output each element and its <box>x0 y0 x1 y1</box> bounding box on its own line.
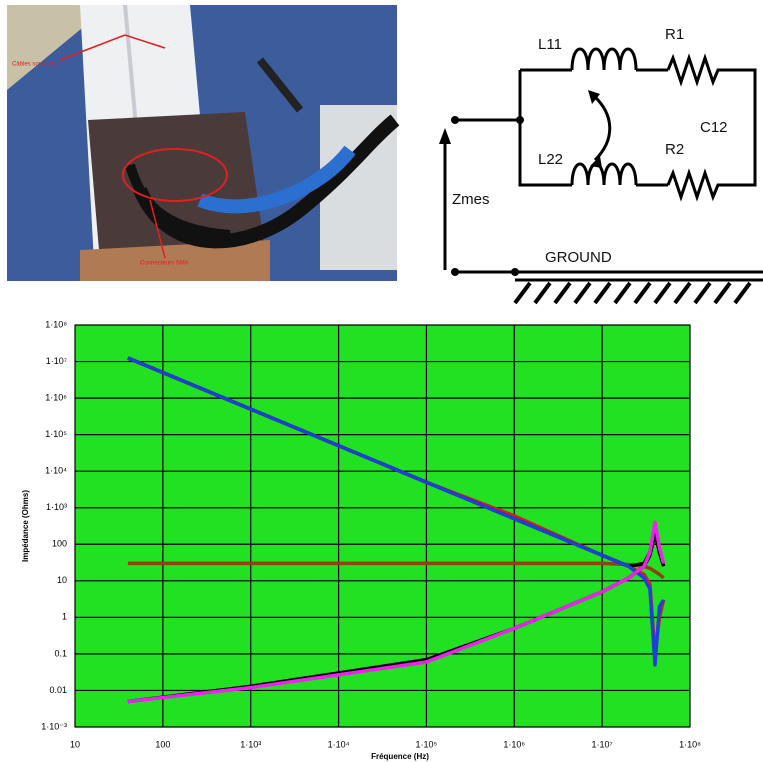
x-tick-label: 1·10⁸ <box>679 739 701 749</box>
diagram-label: C12 <box>700 119 728 136</box>
plot-frame <box>74 324 691 728</box>
series-line <box>127 356 666 667</box>
diagram-label: GROUND <box>545 249 612 266</box>
y-tick-label: 1·10⁴ <box>45 466 67 476</box>
plot-area <box>75 325 690 727</box>
photo-label: Câbles sous test <box>12 62 57 68</box>
x-tick-label: 1·10⁶ <box>503 739 525 749</box>
y-tick-label: 1·10⁷ <box>46 356 67 366</box>
x-tick-label: 10 <box>70 739 80 749</box>
y-tick-label: 1·10⁻³ <box>41 721 67 731</box>
y-tick-label: 1·10⁶ <box>45 392 67 402</box>
x-tick-label: 1·10³ <box>240 739 261 749</box>
x-tick-label: 1·10⁴ <box>328 739 350 749</box>
x-tick-label: 1·10⁵ <box>416 739 438 749</box>
y-tick-label: 1·10⁵ <box>45 429 67 439</box>
x-tick-label: 100 <box>155 739 170 749</box>
y-tick-label: 0.01 <box>49 685 67 695</box>
y-axis-title: Impédance (Ohms) <box>21 490 30 562</box>
photo-label: Connecteurs SMA <box>140 261 189 267</box>
y-tick-label: 1·10⁸ <box>45 319 67 329</box>
y-tick-label: 10 <box>57 575 67 585</box>
diagram-label: Zmes <box>452 191 490 208</box>
diagram-label: L11 <box>538 36 562 53</box>
chart: Fréquence (Hz) Impédance (Ohms) 1·10⁻³ 0.… <box>21 319 701 761</box>
diagram-label: L22 <box>538 151 563 168</box>
y-tick-label: 100 <box>52 539 67 549</box>
circuit-diagram: L11 R1 L22 R2 C12 Zmes GROUND <box>439 26 763 305</box>
y-tick-label: 0.1 <box>54 648 67 658</box>
y-tick-label: 1 <box>62 612 67 622</box>
y-tick-label: 1·10³ <box>46 502 67 512</box>
diagram-label: R2 <box>665 141 684 158</box>
photo: Câbles sous test Connecteurs SMA <box>7 4 400 282</box>
series-line <box>127 520 666 704</box>
x-tick-label: 1·10⁷ <box>592 739 613 749</box>
x-axis-title: Fréquence (Hz) <box>371 752 429 761</box>
diagram-label: R1 <box>665 26 684 43</box>
